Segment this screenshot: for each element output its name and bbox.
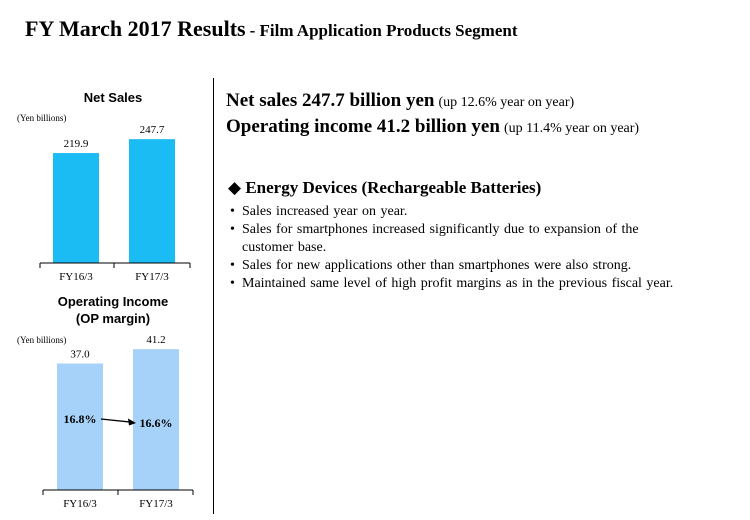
diamond-icon: ◆ [228, 178, 242, 197]
section-title: Energy Devices (Rechargeable Batteries) [245, 178, 542, 197]
x-tick-label: FY17/3 [139, 498, 173, 510]
op-margin-label: 16.6% [140, 416, 173, 430]
x-tick-label: FY17/3 [135, 271, 169, 283]
y-axis-unit-label: (Yen billions) [17, 113, 66, 123]
chart-subtitle: (OP margin) [76, 311, 150, 326]
data-label: 219.9 [64, 138, 89, 150]
data-label: 247.7 [140, 124, 165, 136]
bar [129, 139, 175, 263]
x-tick-label: FY16/3 [63, 498, 97, 510]
data-label: 41.2 [146, 334, 165, 346]
operating-income-headline-note: (up 11.4% year on year) [503, 121, 640, 136]
arrow-right-icon [128, 418, 136, 426]
bullet-item: Sales for new applications other than sm… [230, 257, 745, 275]
bullet-item: Sales increased year on year. [230, 203, 745, 221]
title-main: FY March 2017 Results [25, 16, 246, 41]
bullet-list: Sales increased year on year. Sales for … [230, 203, 745, 293]
operating-income-headline: Operating income 41.2 billion yen (up 11… [226, 116, 639, 138]
bullet-item: Maintained same level of high profit mar… [230, 275, 745, 293]
section-heading: ◆ Energy Devices (Rechargeable Batteries… [228, 178, 541, 198]
arrow-shaft [100, 418, 131, 423]
bar [53, 153, 99, 263]
y-axis-unit-label: (Yen billions) [17, 335, 66, 345]
net-sales-headline-note: (up 12.6% year on year) [438, 95, 575, 110]
net-sales-chart: Net Sales (Yen billions) 219.9 FY16/3 247.7 F… [17, 90, 191, 283]
chart-title: Net Sales [84, 90, 143, 105]
bar [133, 349, 179, 490]
op-margin-label: 16.8% [64, 412, 97, 426]
bar [57, 363, 103, 490]
chart-title: Operating Income [58, 294, 169, 309]
operating-income-headline-strong: Operating income 41.2 billion yen [226, 116, 500, 137]
page-title: FY March 2017 Results - Film Application… [25, 16, 518, 42]
operating-income-chart: Operating Income (OP margin) (Yen billions… [17, 294, 194, 510]
net-sales-headline: Net sales 247.7 billion yen (up 12.6% ye… [226, 90, 574, 112]
title-sub: - Film Application Products Segment [249, 21, 518, 40]
vertical-divider [213, 78, 214, 514]
bullet-item: Sales for smartphones increased signific… [230, 221, 745, 257]
data-label: 37.0 [70, 349, 90, 361]
x-tick-label: FY16/3 [59, 271, 93, 283]
net-sales-headline-strong: Net sales 247.7 billion yen [226, 90, 435, 111]
